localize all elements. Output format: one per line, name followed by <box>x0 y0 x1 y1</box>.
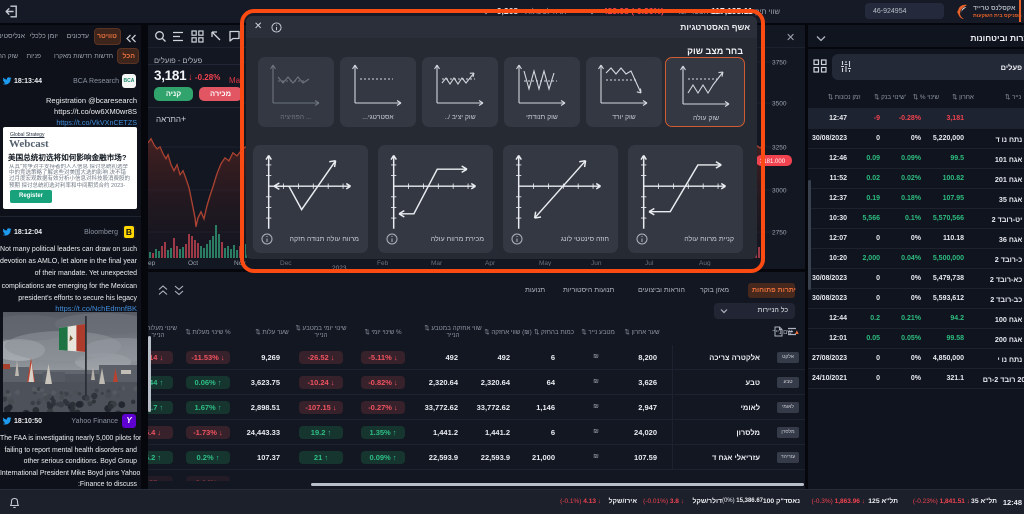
svg-text:Feb: Feb <box>377 260 389 266</box>
svg-text:Jul: Jul <box>645 260 654 266</box>
svg-text:3750: 3750 <box>772 60 787 67</box>
svg-text:Apr: Apr <box>485 260 496 266</box>
svg-text:ep: ep <box>148 260 156 266</box>
svg-text:Jun: Jun <box>591 260 602 266</box>
svg-text:3000: 3000 <box>772 188 787 195</box>
svg-text:Aug: Aug <box>699 260 711 266</box>
svg-text:Mar: Mar <box>431 260 443 266</box>
svg-text:Oct: Oct <box>188 260 198 266</box>
svg-text:3500: 3500 <box>772 101 787 108</box>
svg-text:3181.000: 3181.000 <box>760 159 786 165</box>
svg-text:3250: 3250 <box>772 145 787 152</box>
svg-text:May: May <box>539 260 552 266</box>
svg-text:Dec: Dec <box>280 260 292 266</box>
svg-text:2750: 2750 <box>772 230 787 237</box>
